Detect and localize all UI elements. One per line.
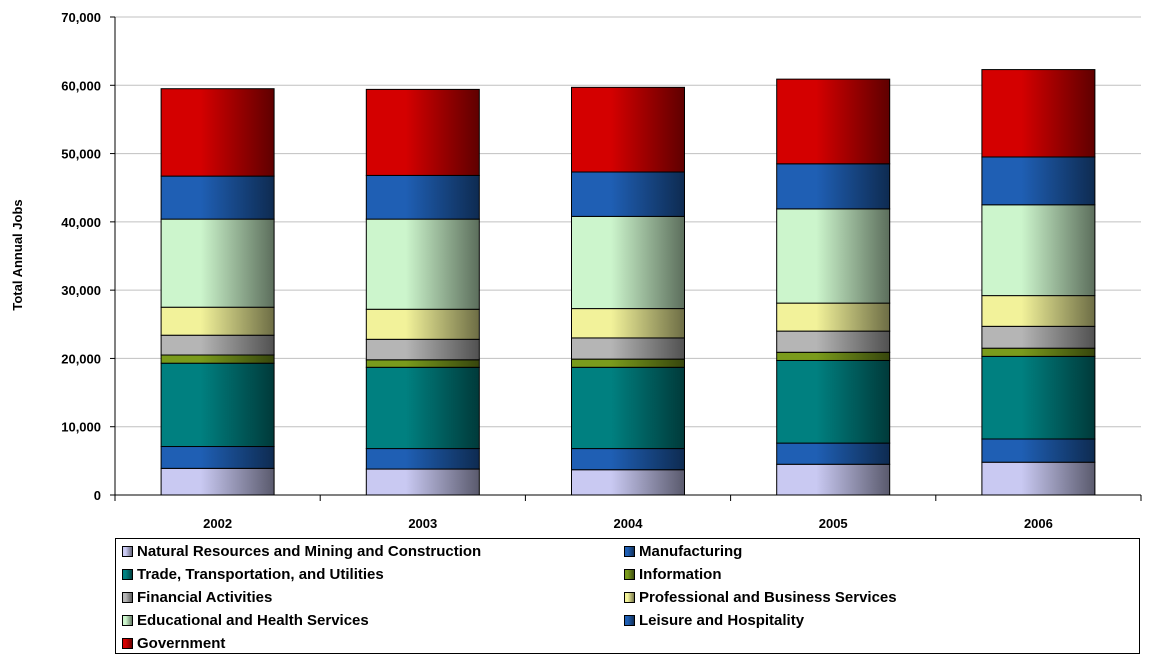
bar-segment — [365, 448, 480, 470]
y-tick-label: 50,000 — [61, 147, 101, 162]
bar-segment — [571, 86, 685, 173]
legend-item: Leisure and Hospitality — [624, 610, 804, 630]
bar-segment — [981, 295, 1096, 327]
y-tick-label: 10,000 — [61, 420, 101, 435]
legend-item: Information — [624, 564, 722, 584]
bar-segment — [365, 359, 480, 368]
y-tick-label: 60,000 — [61, 78, 101, 93]
legend-swatch — [624, 591, 635, 603]
bar-segment — [776, 208, 891, 304]
bar-segment — [365, 468, 480, 496]
legend-item: Educational and Health Services — [122, 610, 369, 630]
axes — [114, 17, 1141, 496]
x-tick-label: 2004 — [614, 516, 644, 531]
x-tick-label: 2005 — [819, 516, 848, 531]
bar-segment — [160, 88, 275, 177]
legend-label: Government — [137, 634, 226, 652]
legend-item: Natural Resources and Mining and Constru… — [122, 541, 481, 561]
bar-segment — [571, 215, 685, 310]
legend-item: Professional and Business Services — [624, 587, 897, 607]
legend-label: Information — [639, 565, 722, 583]
legend-swatch — [122, 637, 133, 649]
bar-segment — [160, 354, 275, 364]
bar-segment — [776, 359, 891, 444]
y-tick-label: 40,000 — [61, 215, 101, 230]
legend-label: Natural Resources and Mining and Constru… — [137, 542, 482, 560]
x-tick-label: 2006 — [1024, 516, 1053, 531]
bar-segment — [776, 463, 891, 496]
bar-segment — [160, 175, 275, 220]
bar-segment — [981, 204, 1096, 297]
bar-segment — [776, 330, 891, 353]
y-axis-label: Total Annual Jobs — [10, 199, 25, 310]
y-tick-label: 0 — [94, 488, 101, 503]
bar-segment — [981, 438, 1096, 463]
legend-swatch — [624, 568, 635, 580]
y-tick-label: 70,000 — [61, 10, 101, 25]
legend-swatch — [624, 614, 635, 626]
bar-segment — [160, 446, 275, 469]
x-tick-label: 2003 — [408, 516, 437, 531]
legend-label: Manufacturing — [639, 542, 743, 560]
stacked-bar-chart: 0 10,000 20,000 30,000 40,000 50,000 60,000 70,… — [10, 10, 1142, 531]
legend-item: Government — [122, 633, 225, 653]
bar-segment — [776, 351, 891, 361]
y-tick-label: 30,000 — [61, 283, 101, 298]
legend-swatch — [624, 545, 635, 557]
bar-segment — [365, 88, 480, 176]
y-axis-ticks: 0 10,000 20,000 30,000 40,000 50,000 60,000 70,… — [61, 10, 115, 503]
bar-segment — [160, 306, 275, 336]
bar-segment — [981, 69, 1096, 158]
legend-swatch — [122, 545, 133, 557]
legend-swatch — [122, 614, 133, 626]
legend-item: Manufacturing — [624, 541, 742, 561]
bar-segment — [571, 366, 685, 450]
bar-segment — [776, 78, 891, 165]
legend-item: Trade, Transportation, and Utilities — [122, 564, 384, 584]
legend-label: Financial Activities — [137, 588, 273, 606]
bar-segment — [571, 448, 685, 471]
x-tick-label: 2002 — [203, 516, 232, 531]
legend-label: Leisure and Hospitality — [639, 611, 805, 629]
bar-segment — [365, 174, 480, 220]
legend-swatch — [122, 568, 133, 580]
bar-segment — [160, 467, 275, 496]
legend: Natural Resources and Mining and Constru… — [115, 538, 1140, 654]
bar-segment — [571, 469, 685, 496]
bar-segment — [981, 461, 1096, 496]
bar-segment — [160, 362, 275, 448]
bar-segment — [365, 338, 480, 361]
bar-segment — [571, 337, 685, 360]
bar-segment — [981, 156, 1096, 206]
bar-segment — [571, 171, 685, 217]
bar-segment — [776, 302, 891, 332]
y-tick-label: 20,000 — [61, 351, 101, 366]
bar-segment — [365, 218, 480, 310]
bar-segment — [981, 347, 1096, 357]
bars — [160, 69, 1096, 496]
bar-segment — [365, 308, 480, 340]
bar-segment — [981, 325, 1096, 349]
bar-segment — [776, 163, 891, 210]
x-axis-ticks: 2002 2003 2004 2005 2006 — [114, 495, 1142, 531]
bar-segment — [365, 366, 480, 450]
legend-label: Educational and Health Services — [137, 611, 369, 629]
legend-label: Trade, Transportation, and Utilities — [137, 565, 384, 583]
bar-segment — [571, 308, 685, 339]
bar-segment — [571, 358, 685, 368]
legend-label: Professional and Business Services — [639, 588, 897, 606]
bar-segment — [160, 218, 275, 308]
bar-segment — [776, 442, 891, 465]
legend-swatch — [122, 591, 133, 603]
bar-segment — [160, 334, 275, 356]
bar-segment — [981, 355, 1096, 440]
legend-item: Financial Activities — [122, 587, 272, 607]
